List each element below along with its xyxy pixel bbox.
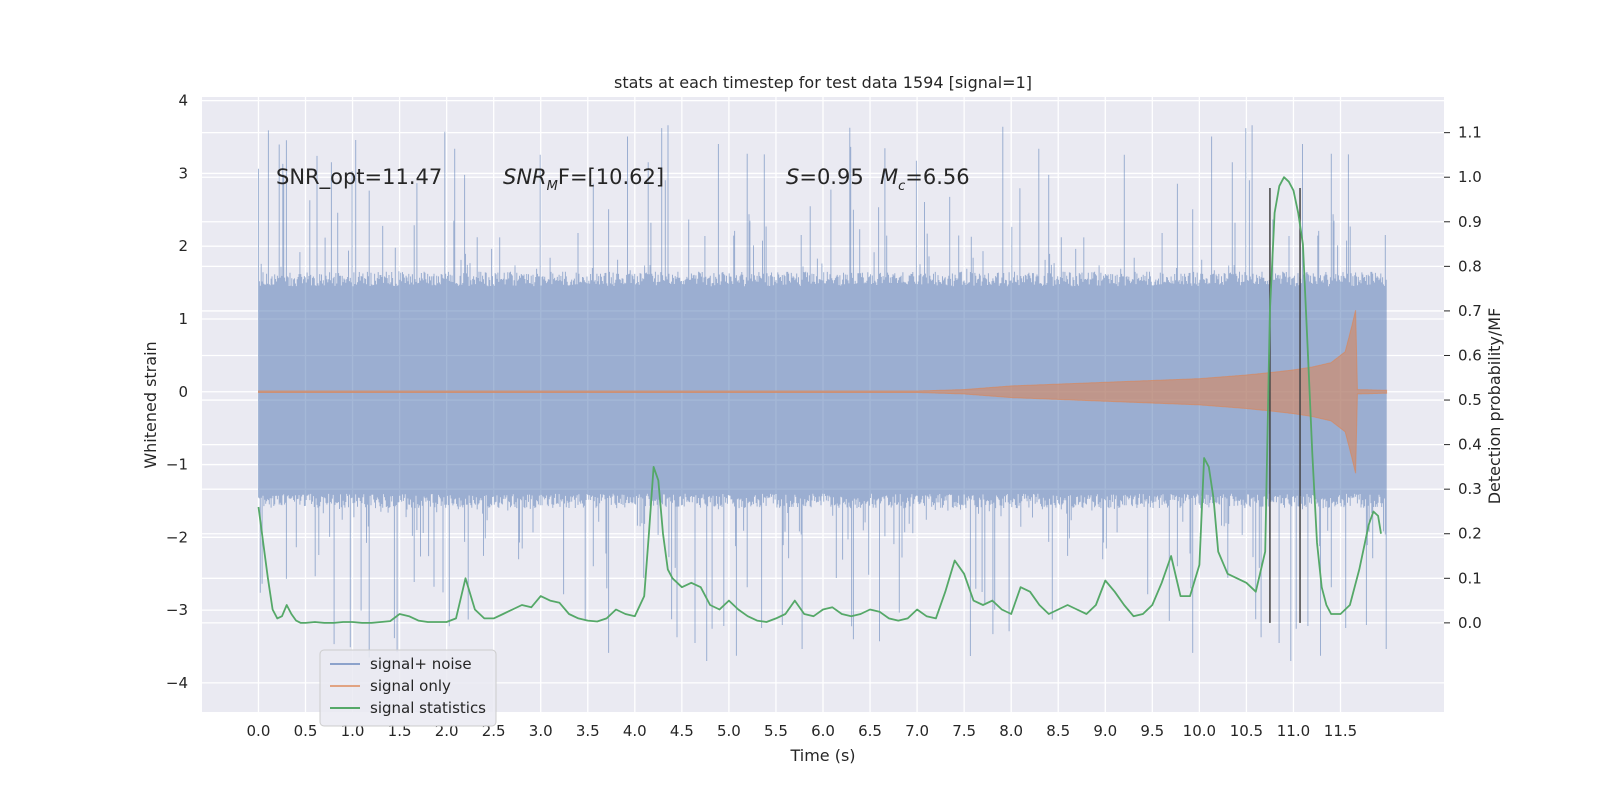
annotation-mc: Mc=6.56 <box>880 165 970 194</box>
x-tick-label: 9.5 <box>1140 722 1164 740</box>
y-tick-label: −2 <box>166 528 188 546</box>
annotation-s: S=0.95 <box>786 165 864 189</box>
series-signal-only <box>258 310 1388 474</box>
right-y-tick-label: 0.1 <box>1458 569 1482 587</box>
x-tick-label: 6.5 <box>858 722 882 740</box>
x-tick-label: 8.5 <box>1046 722 1070 740</box>
right-y-tick-label: 0.4 <box>1458 436 1482 454</box>
x-tick-label: 7.5 <box>952 722 976 740</box>
right-y-tick-label: 0.8 <box>1458 257 1482 275</box>
x-tick-label: 7.0 <box>905 722 929 740</box>
chart-title: stats at each timestep for test data 159… <box>614 73 1032 92</box>
y-tick-label: −4 <box>166 674 188 692</box>
right-y-tick-labels: 1.1 1.0 0.9 0.8 0.7 0.6 0.5 0.4 0.3 0.2 0.1 0.0 <box>1458 124 1482 632</box>
x-tick-label: 5.5 <box>764 722 788 740</box>
series-signal-statistics <box>257 176 1382 624</box>
right-y-axis-label: Detection probability/MF <box>1485 308 1504 505</box>
legend-label-noise: signal+ noise <box>370 655 472 673</box>
x-tick-label: 10.5 <box>1230 722 1263 740</box>
y-tick-labels: 4 3 2 1 0 −1 −2 −3 −4 <box>166 92 188 692</box>
annotation-snr-mf: SNRMF=[10.62] <box>503 165 664 194</box>
legend-box <box>319 649 497 727</box>
x-tick-label: 11.5 <box>1324 722 1357 740</box>
right-y-tick-label: 0.5 <box>1458 391 1482 409</box>
right-y-tick-label: 0.0 <box>1458 614 1482 632</box>
right-y-tick-label: 0.2 <box>1458 525 1482 543</box>
vertical-markers <box>1269 187 1301 623</box>
x-tick-label: 5.0 <box>717 722 741 740</box>
annotation-s-main: S <box>786 165 799 189</box>
right-y-tick-label: 1.0 <box>1458 168 1482 186</box>
y-tick-label: 0 <box>178 383 188 401</box>
x-tick-label: 0.5 <box>294 722 318 740</box>
y-tick-label: 3 <box>178 164 188 182</box>
right-y-tick-label: 0.6 <box>1458 346 1482 364</box>
annotation-snr-mf-rest: F=[10.62] <box>558 165 664 189</box>
right-y-tick-label: 1.1 <box>1458 124 1482 142</box>
annotation-snr-mf-sub: M <box>547 179 558 194</box>
legend-label-signal: signal only <box>370 677 451 695</box>
y-tick-label: 1 <box>178 310 188 328</box>
annotation-s-rest: =0.95 <box>799 165 863 189</box>
x-tick-label: 3.0 <box>529 722 553 740</box>
right-y-tick-label: 0.7 <box>1458 302 1482 320</box>
legend-label-stats: signal statistics <box>370 699 486 717</box>
x-tick-label: 9.0 <box>1093 722 1117 740</box>
x-tick-label: 11.0 <box>1277 722 1310 740</box>
x-tick-label: 4.5 <box>670 722 694 740</box>
annotation-snr-opt: SNR_opt=11.47 <box>276 165 442 190</box>
right-y-tick-label: 0.9 <box>1458 213 1482 231</box>
x-tick-label: 8.0 <box>999 722 1023 740</box>
y-axis-label: Whitened strain <box>141 341 160 468</box>
x-axis-label: Time (s) <box>789 746 855 765</box>
annotation-mc-sub: c <box>898 179 905 194</box>
x-tick-label: 0.0 <box>247 722 271 740</box>
x-tick-label: 3.5 <box>576 722 600 740</box>
y-tick-label: 2 <box>178 237 188 255</box>
right-y-tick-label: 0.3 <box>1458 480 1482 498</box>
signal-envelope <box>258 310 1388 474</box>
y-tick-label: −3 <box>166 601 188 619</box>
annotation-mc-main: M <box>880 165 898 189</box>
annotation-mc-rest: =6.56 <box>905 165 969 189</box>
stats-line <box>257 176 1382 624</box>
x-tick-label: 10.0 <box>1183 722 1216 740</box>
x-tick-label: 4.0 <box>623 722 647 740</box>
x-tick-label: 6.0 <box>811 722 835 740</box>
y-tick-label: 4 <box>178 92 188 110</box>
annotation-snr-mf-main: SNR <box>503 165 547 189</box>
y-tick-label: −1 <box>166 456 188 474</box>
legend: signal+ noise signal only signal statist… <box>319 649 497 727</box>
